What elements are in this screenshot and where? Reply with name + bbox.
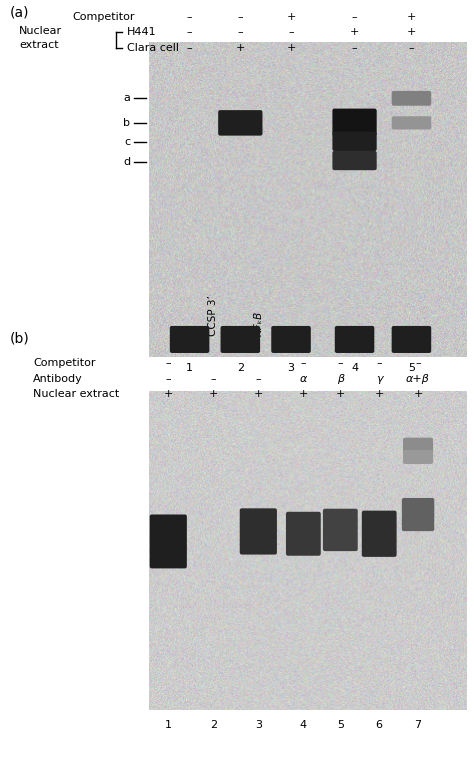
FancyBboxPatch shape [218,110,263,136]
FancyBboxPatch shape [323,508,358,551]
Text: β: β [337,373,344,384]
FancyBboxPatch shape [240,508,277,554]
Text: Competitor: Competitor [33,358,96,369]
Text: +: + [209,389,218,399]
FancyBboxPatch shape [392,326,431,353]
Text: c: c [124,137,130,147]
Text: γ: γ [376,373,383,384]
Text: 5: 5 [337,720,344,730]
Text: –: – [337,358,343,369]
Text: Nuclear: Nuclear [19,25,62,36]
Text: Clara cell: Clara cell [127,42,179,53]
Text: +: + [374,389,384,399]
FancyBboxPatch shape [286,511,321,556]
Text: –: – [210,373,216,384]
Text: 6: 6 [376,720,383,730]
FancyBboxPatch shape [335,326,374,353]
Text: –: – [288,27,294,38]
Text: +: + [164,389,173,399]
Text: extract: extract [19,39,59,50]
FancyBboxPatch shape [392,116,431,130]
Text: +: + [350,27,359,38]
Text: –: – [301,358,306,369]
Text: –: – [237,12,243,22]
Text: –: – [187,27,192,38]
Text: –: – [187,12,192,22]
Text: 1: 1 [165,720,172,730]
Text: 1: 1 [186,363,193,373]
Text: –: – [376,358,382,369]
Text: +: + [407,27,416,38]
FancyBboxPatch shape [362,511,397,557]
FancyBboxPatch shape [170,326,210,353]
Text: –: – [409,42,414,53]
Text: (b): (b) [9,332,29,346]
Text: Antibody: Antibody [33,373,83,384]
Text: d: d [123,157,130,167]
Text: 2: 2 [237,363,244,373]
FancyBboxPatch shape [332,151,377,170]
Text: 3: 3 [255,720,262,730]
Text: –: – [352,42,357,53]
FancyBboxPatch shape [403,438,433,453]
Text: α: α [300,373,307,384]
Text: 2: 2 [210,720,217,730]
Text: –: – [165,373,171,384]
Text: 4: 4 [351,363,358,373]
Text: CCSP 3’: CCSP 3’ [208,296,219,336]
Text: +: + [407,12,416,22]
Text: +: + [254,389,263,399]
Text: 5: 5 [408,363,415,373]
FancyBboxPatch shape [220,326,260,353]
Text: –: – [237,27,243,38]
Text: (a): (a) [9,5,29,19]
FancyBboxPatch shape [332,131,377,151]
FancyBboxPatch shape [392,91,431,106]
Text: +: + [286,12,296,22]
Text: –: – [415,358,421,369]
Text: a: a [123,93,130,104]
Text: +: + [299,389,308,399]
Text: +: + [336,389,345,399]
Text: –: – [187,42,192,53]
Text: b: b [123,118,130,128]
Text: 3: 3 [288,363,294,373]
FancyBboxPatch shape [150,515,187,568]
FancyBboxPatch shape [332,108,377,136]
Text: 7: 7 [414,720,422,730]
Text: +: + [413,389,423,399]
FancyBboxPatch shape [271,326,311,353]
Text: Nuclear extract: Nuclear extract [33,389,119,399]
FancyBboxPatch shape [402,498,434,531]
FancyBboxPatch shape [403,450,433,464]
Text: –: – [352,12,357,22]
Text: –: – [165,358,171,369]
Text: +: + [236,42,245,53]
Text: H441: H441 [127,27,156,38]
Text: 4: 4 [300,720,307,730]
Text: +: + [286,42,296,53]
Text: α+β: α+β [406,373,430,384]
Text: NFₖB: NFₖB [253,311,264,336]
Text: Competitor: Competitor [73,12,135,22]
Text: –: – [255,373,261,384]
